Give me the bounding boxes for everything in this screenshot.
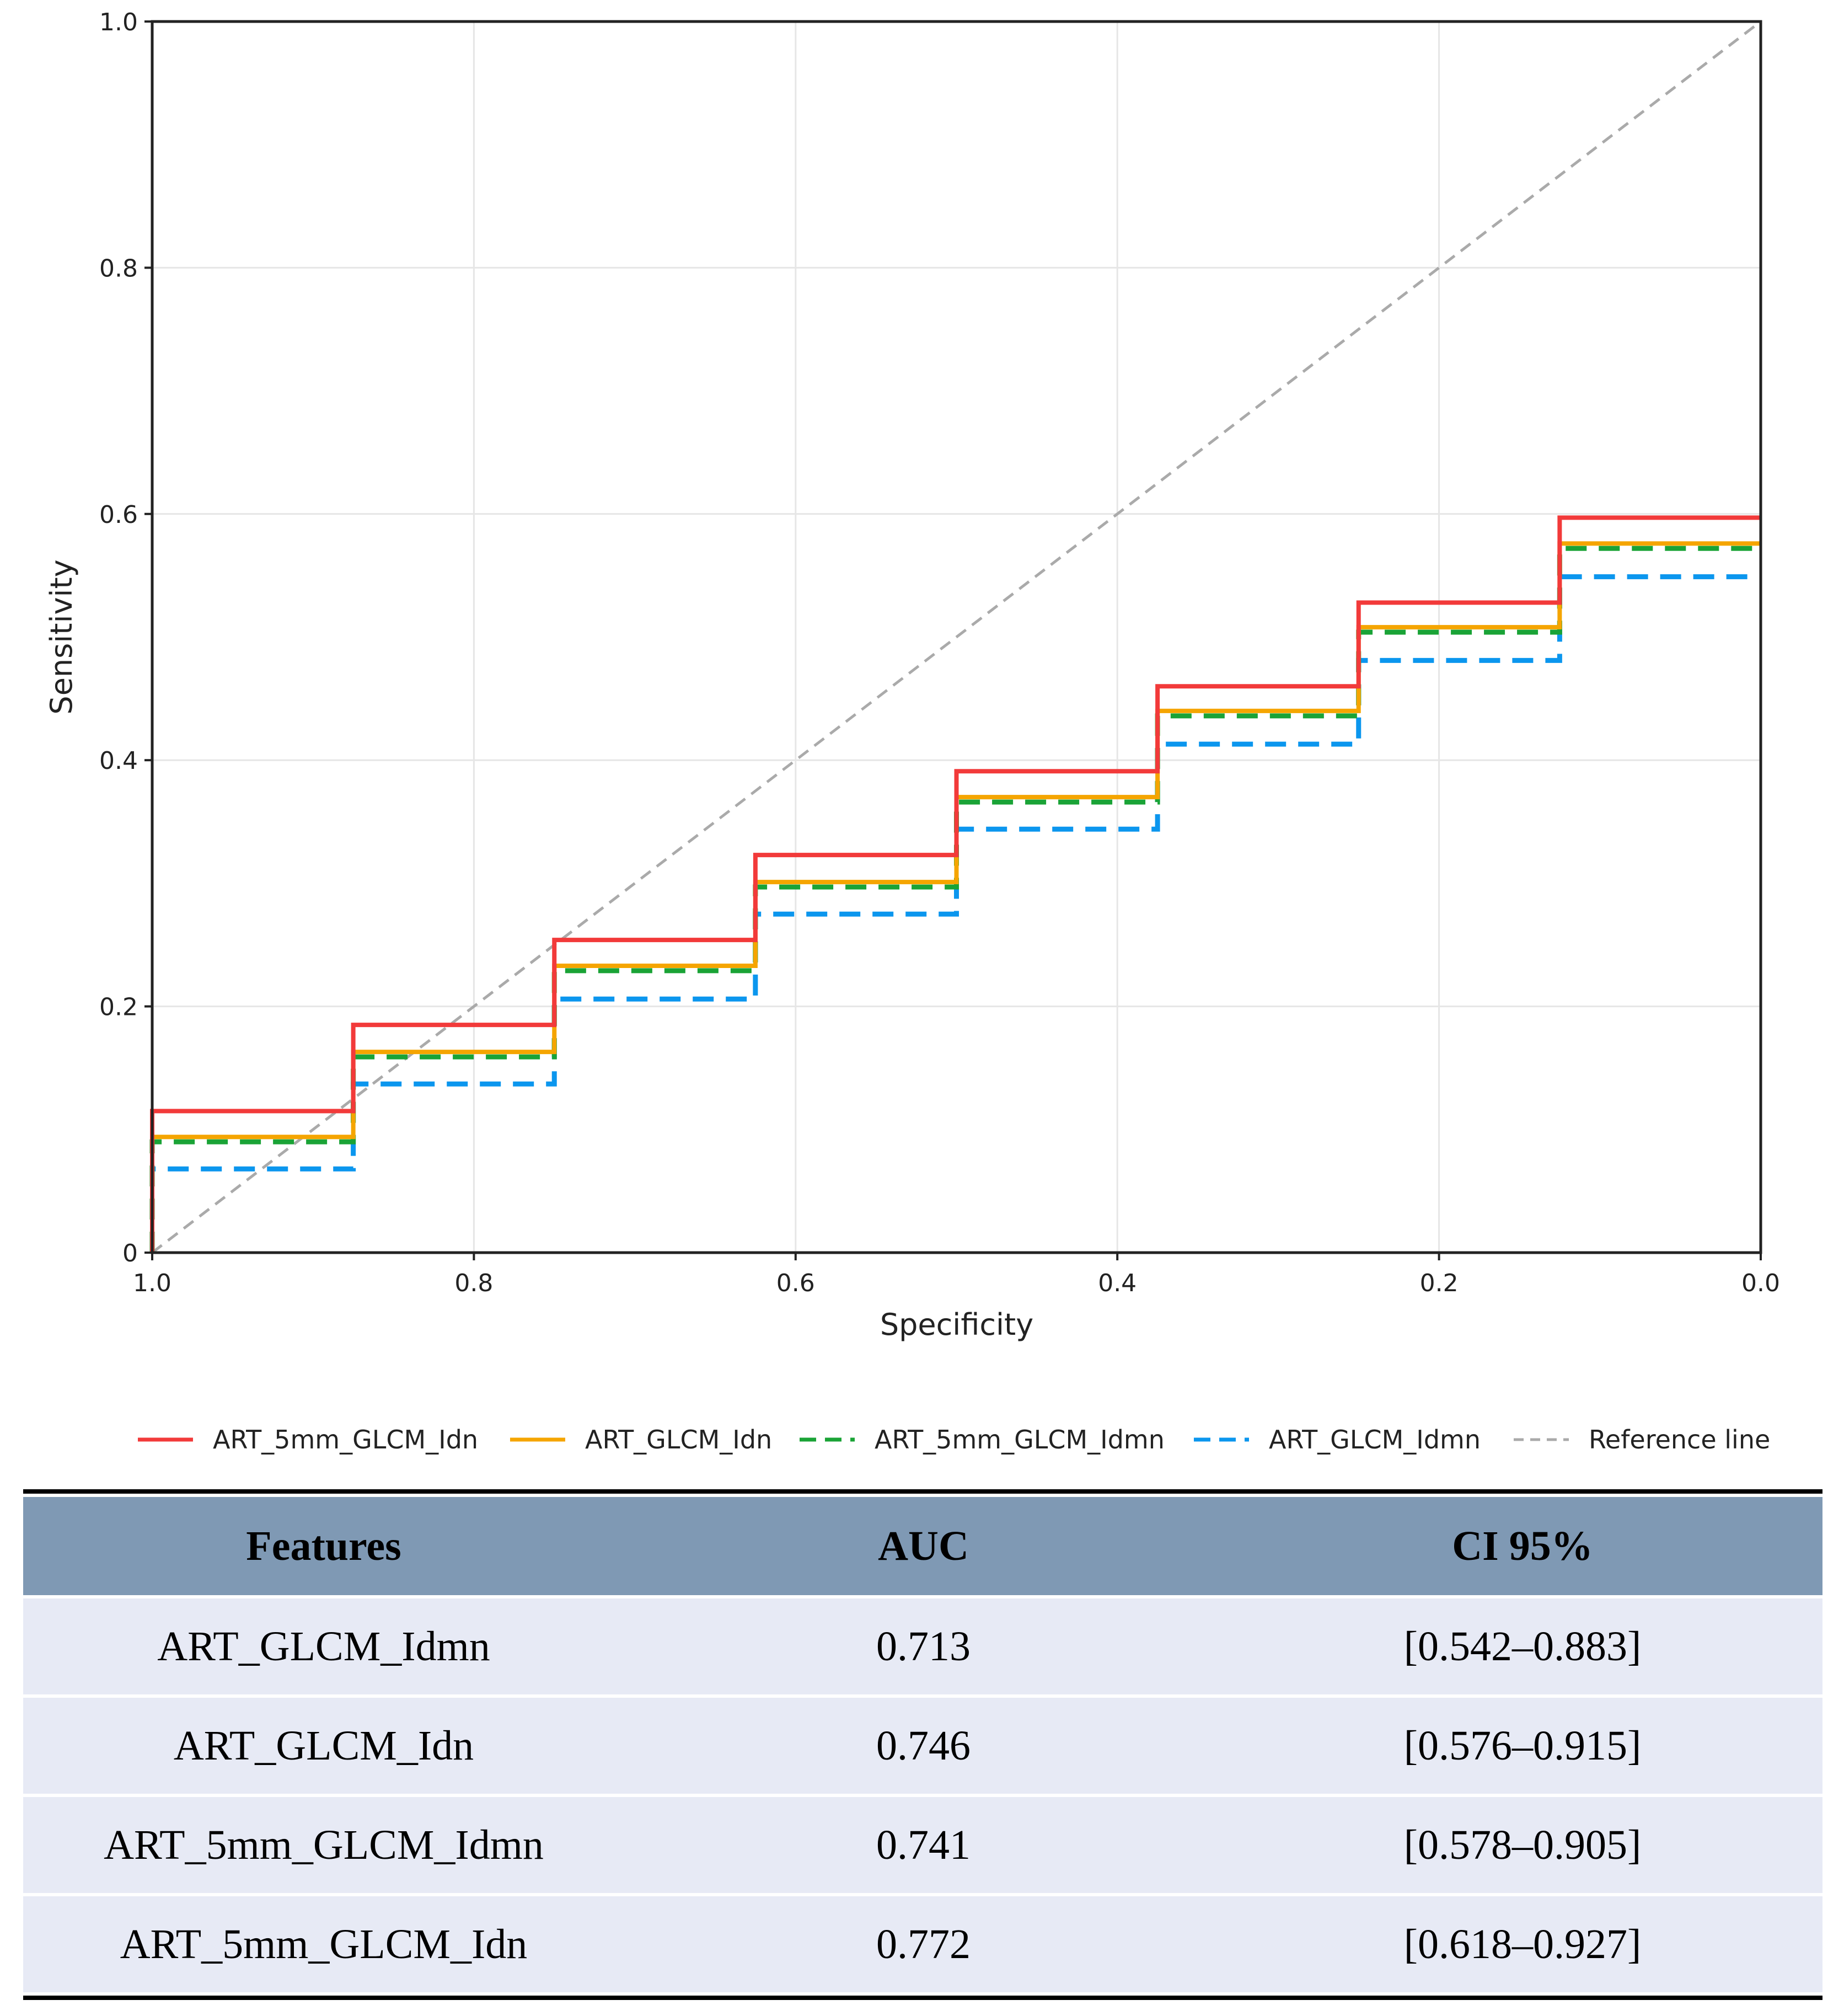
roc-curve-art-glcm-idmn <box>149 574 1761 1253</box>
legend-swatch-icon <box>1194 1437 1249 1442</box>
y-tick-label: 0.4 <box>99 747 138 775</box>
y-tick-label: 1.0 <box>99 8 138 36</box>
header-ci: CI 95% <box>1223 1497 1822 1595</box>
auc-table: Features AUC CI 95% ART_GLCM_Idmn 0.713 [0… <box>23 1489 1822 2000</box>
table-row: ART_GLCM_Idn 0.746 [0.576–0.915] <box>23 1698 1822 1794</box>
legend-swatch-icon <box>138 1437 193 1442</box>
y-tick-label: 0 <box>122 1239 138 1268</box>
auc-cell: 0.713 <box>624 1598 1223 1694</box>
ticks: 1.0 0.8 0.6 0.4 0.2 0.0 0 0.2 0.4 0.6 0.8 1.0 <box>99 8 1780 1297</box>
legend-item: ART_5mm_GLCM_Idmn <box>800 1418 1165 1462</box>
x-tick-label: 0.6 <box>776 1269 815 1297</box>
feature-cell: ART_5mm_GLCM_Idn <box>23 1896 624 1992</box>
x-tick-label: 0.4 <box>1098 1269 1137 1297</box>
x-tick-label: 0.2 <box>1420 1269 1459 1297</box>
legend-label: ART_GLCM_Idmn <box>1269 1425 1481 1454</box>
ci-cell: [0.542–0.883] <box>1223 1598 1822 1694</box>
x-axis-label: Specificity <box>880 1307 1033 1342</box>
legend-item: ART_GLCM_Idn <box>510 1418 772 1462</box>
x-tick-label: 0.8 <box>454 1269 493 1297</box>
legend-label: Reference line <box>1589 1425 1771 1454</box>
auc-cell: 0.772 <box>624 1896 1223 1992</box>
legend-item: Reference line <box>1514 1418 1770 1462</box>
auc-cell: 0.746 <box>624 1698 1223 1794</box>
ci-cell: [0.576–0.915] <box>1223 1698 1822 1794</box>
roc-curve-art-5mm-glcm-idmn <box>149 546 1761 1253</box>
y-tick-label: 0.8 <box>99 254 138 282</box>
reference-line <box>151 20 1762 1254</box>
legend: ART_5mm_GLCM_Idn ART_GLCM_Idn ART_5mm_GL… <box>0 1418 1844 1462</box>
x-tick-label: 0.0 <box>1741 1269 1780 1297</box>
legend-item: ART_5mm_GLCM_Idn <box>138 1418 478 1462</box>
table-row: ART_5mm_GLCM_Idn 0.772 [0.618–0.927] <box>23 1896 1822 1992</box>
roc-chart: 1.0 0.8 0.6 0.4 0.2 0.0 0 0.2 0.4 0.6 0.8 1.0 Speci… <box>44 8 1780 1342</box>
x-tick-label: 1.0 <box>133 1269 171 1297</box>
legend-label: ART_5mm_GLCM_Idmn <box>875 1425 1165 1454</box>
y-tick-label: 0.6 <box>99 501 138 529</box>
plot-frame <box>151 20 1762 1254</box>
table-row: ART_5mm_GLCM_Idmn 0.741 [0.578–0.905] <box>23 1797 1822 1893</box>
series-lines <box>149 20 1762 1254</box>
ci-cell: [0.578–0.905] <box>1223 1797 1822 1893</box>
legend-swatch-icon <box>1514 1438 1569 1441</box>
legend-swatch-icon <box>510 1437 565 1442</box>
legend-label: ART_5mm_GLCM_Idn <box>213 1425 479 1454</box>
legend-swatch-icon <box>800 1437 855 1442</box>
feature-cell: ART_GLCM_Idmn <box>23 1598 624 1694</box>
legend-label: ART_GLCM_Idn <box>585 1425 773 1454</box>
header-features: Features <box>23 1497 624 1595</box>
roc-curve-art-5mm-glcm-idn <box>150 515 1761 1253</box>
table-row: ART_GLCM_Idmn 0.713 [0.542–0.883] <box>23 1598 1822 1694</box>
y-axis-label: Sensitivity <box>44 559 79 714</box>
legend-item: ART_GLCM_Idmn <box>1194 1418 1481 1462</box>
feature-cell: ART_GLCM_Idn <box>23 1698 624 1794</box>
header-auc: AUC <box>624 1497 1223 1595</box>
y-tick-label: 0.2 <box>99 993 138 1022</box>
auc-cell: 0.741 <box>624 1797 1223 1893</box>
ci-cell: [0.618–0.927] <box>1223 1896 1822 1992</box>
table-header-row: Features AUC CI 95% <box>23 1497 1822 1595</box>
feature-cell: ART_5mm_GLCM_Idmn <box>23 1797 624 1893</box>
